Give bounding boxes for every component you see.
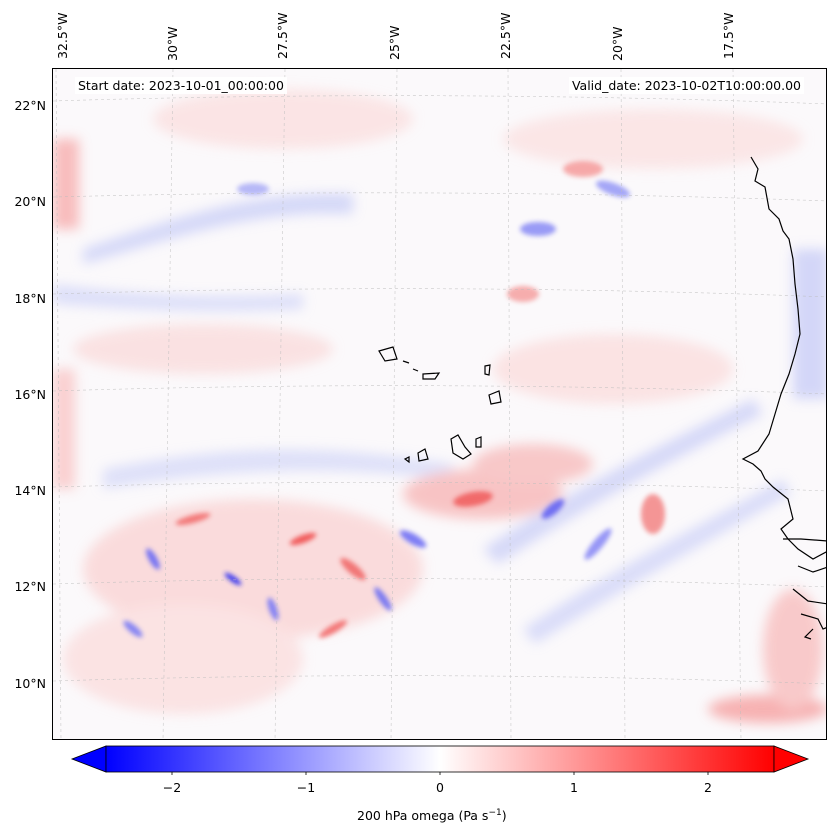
lon-label-20w: 20°W <box>610 26 625 61</box>
lat-label-12n: 12°N <box>14 579 46 594</box>
colorbar-tick-neg1: −1 <box>296 780 316 795</box>
lon-label-30w: 30°W <box>165 26 180 61</box>
coastline <box>378 156 826 640</box>
lat-label-18n: 18°N <box>14 291 46 306</box>
lon-label-17-5w: 17.5°W <box>721 12 736 59</box>
lat-label-20n: 20°N <box>14 194 46 209</box>
colorbar-tick-neg2: −2 <box>162 780 182 795</box>
colorbar-tick-0: 0 <box>436 780 444 795</box>
colorbar-label-end: ) <box>501 808 507 824</box>
map-panel: Start date: 2023-10-01_00:00:00 Valid_da… <box>52 68 827 740</box>
colorbar-extend-min <box>70 745 107 773</box>
colorbar-tick-1: 1 <box>570 780 578 795</box>
lat-label-10n: 10°N <box>14 676 46 691</box>
colorbar-label-sup: −1 <box>488 808 502 818</box>
lon-label-22-5w: 22.5°W <box>498 12 513 59</box>
colorbar-label: 200 hPa omega (Pa s−1) <box>357 808 507 823</box>
lat-label-16n: 16°N <box>14 387 46 402</box>
start-date-label: Start date: 2023-10-01_00:00:00 <box>75 77 287 94</box>
valid-date-label: Valid_date: 2023-10-02T10:00:00.00 <box>568 77 804 94</box>
colorbar-tick-2: 2 <box>704 780 712 795</box>
lon-label-32-5w: 32.5°W <box>55 12 70 59</box>
colorbar-extend-max <box>773 745 810 773</box>
colorbar <box>70 745 810 775</box>
lon-label-25w: 25°W <box>387 25 402 60</box>
lon-label-27-5w: 27.5°W <box>275 12 290 59</box>
omega-field <box>53 69 826 739</box>
lat-label-22n: 22°N <box>14 98 46 113</box>
colorbar-tick-marks <box>171 772 709 775</box>
colorbar-body <box>105 745 775 773</box>
colorbar-label-main: 200 hPa omega (Pa s <box>357 808 489 824</box>
lat-label-14n: 14°N <box>14 483 46 498</box>
